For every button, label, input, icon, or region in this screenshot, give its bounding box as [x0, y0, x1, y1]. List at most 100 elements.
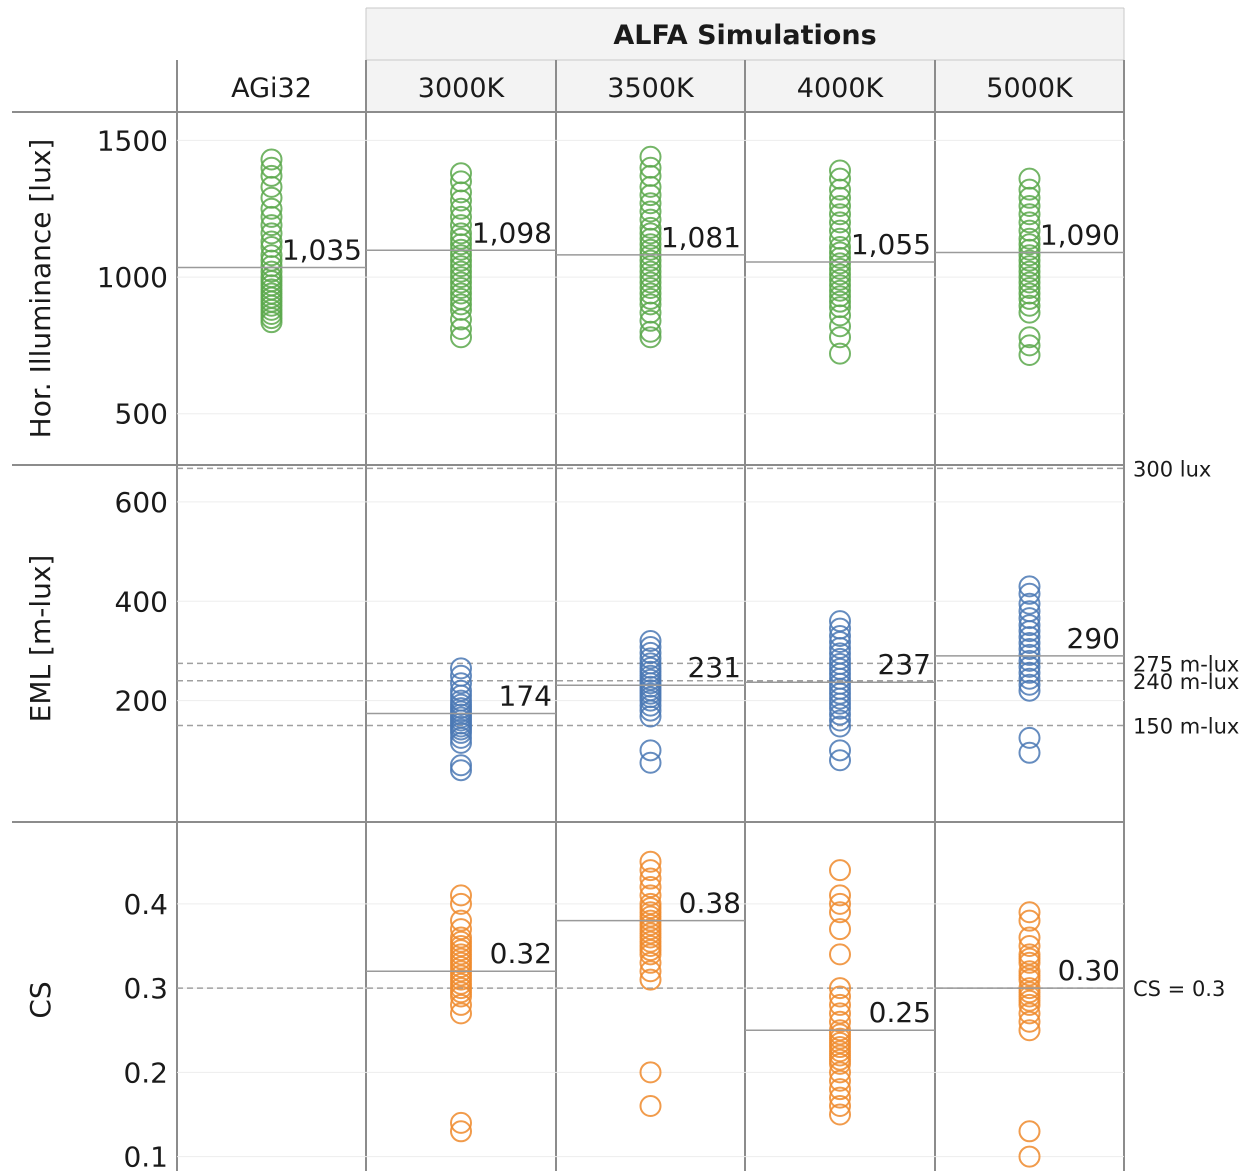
data-point: [450, 993, 472, 1016]
data-point: [1018, 186, 1041, 209]
data-point: [829, 859, 851, 882]
column-header-cell: [366, 60, 556, 112]
data-point: [260, 205, 283, 228]
data-point: [639, 249, 662, 272]
data-point: [829, 692, 851, 715]
threshold-label: 300 lux: [1133, 457, 1211, 481]
data-point: [450, 684, 472, 707]
data-point: [639, 884, 662, 907]
y-tick-label: 600: [115, 486, 168, 519]
data-point: [1018, 227, 1041, 250]
data-point: [260, 260, 283, 283]
data-point: [1018, 655, 1041, 678]
data-point: [829, 304, 851, 327]
group-header-band: [366, 8, 1124, 60]
data-point: [1018, 667, 1041, 690]
data-point: [1018, 901, 1041, 924]
data-point: [829, 326, 851, 349]
y-tick-label: 0.3: [123, 972, 168, 1005]
group-header-label: ALFA Simulations: [613, 20, 876, 51]
data-point: [1018, 741, 1041, 764]
data-point: [1018, 626, 1041, 649]
data-point: [829, 211, 851, 234]
y-tick-label: 1000: [97, 261, 168, 294]
mean-label: 290: [1067, 622, 1120, 655]
data-point: [1018, 643, 1041, 666]
threshold-label: 275 m-lux: [1133, 652, 1239, 676]
data-point: [829, 687, 851, 710]
data-point: [450, 260, 472, 283]
data-point: [639, 260, 662, 283]
data-point: [639, 960, 662, 983]
mean-label: 1,098: [472, 216, 552, 249]
data-point: [1018, 1120, 1041, 1143]
column-header-label: 4000K: [797, 73, 885, 104]
column-header-cell: [745, 60, 935, 112]
data-point: [829, 186, 851, 209]
data-point: [1018, 233, 1041, 256]
data-point: [639, 287, 662, 310]
data-point: [829, 884, 851, 907]
data-point: [829, 1010, 851, 1033]
data-point: [450, 308, 472, 331]
data-point: [639, 184, 662, 207]
data-point: [1018, 592, 1041, 615]
data-point: [639, 200, 662, 223]
data-point: [829, 1103, 851, 1126]
data-point: [639, 309, 662, 332]
y-tick-label: 1500: [97, 124, 168, 157]
data-point: [260, 164, 283, 187]
data-point: [1018, 582, 1041, 605]
threshold-label: CS = 0.3: [1133, 977, 1225, 1001]
data-point: [639, 326, 662, 349]
threshold-label: 150 m-lux: [1133, 714, 1239, 738]
data-point: [829, 236, 851, 258]
data-point: [260, 175, 283, 198]
data-point: [450, 909, 472, 932]
data-point: [639, 641, 662, 664]
data-point: [450, 255, 472, 278]
data-point: [639, 1061, 662, 1084]
data-point: [1018, 951, 1041, 974]
data-point: [450, 233, 472, 256]
data-point: [829, 203, 851, 226]
data-point: [450, 759, 472, 782]
mean-label: 174: [499, 680, 552, 713]
y-axis-title: Hor. Illuminance [lux]: [24, 139, 57, 439]
data-point: [639, 222, 662, 245]
column-header-label: 5000K: [986, 73, 1074, 104]
data-point: [1018, 1002, 1041, 1025]
data-point: [829, 1061, 851, 1084]
data-point: [1018, 1010, 1041, 1033]
data-point: [829, 918, 851, 941]
data-point: [1018, 673, 1041, 696]
data-point: [639, 689, 662, 712]
data-point: [450, 271, 472, 294]
mean-label: 1,090: [1040, 218, 1120, 251]
column-header-label: 3000K: [418, 73, 506, 104]
data-point: [639, 227, 662, 250]
data-point: [829, 246, 851, 269]
data-point: [1018, 1019, 1041, 1042]
data-point: [1018, 1145, 1041, 1168]
data-point: [1018, 631, 1041, 654]
data-point: [829, 901, 851, 924]
data-point: [1018, 260, 1041, 283]
data-point: [829, 703, 851, 726]
data-point: [1018, 649, 1041, 672]
data-point: [1018, 287, 1041, 310]
data-point: [1018, 255, 1041, 278]
data-point: [450, 277, 472, 299]
data-point: [1018, 993, 1041, 1016]
data-point: [260, 244, 283, 267]
data-point: [450, 726, 472, 749]
data-point: [450, 266, 472, 289]
data-point: [450, 1002, 472, 1025]
data-point: [450, 985, 472, 1008]
y-axis-title: EML [m-lux]: [24, 555, 57, 723]
data-point: [1018, 575, 1041, 598]
data-point: [829, 268, 851, 291]
data-point: [829, 985, 851, 1008]
